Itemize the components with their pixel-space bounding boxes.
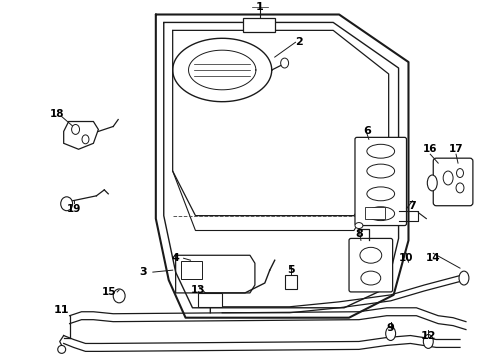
Text: 7: 7 xyxy=(409,201,416,211)
Text: 8: 8 xyxy=(355,229,363,239)
Ellipse shape xyxy=(457,168,464,177)
Text: 1: 1 xyxy=(256,1,264,12)
Text: 2: 2 xyxy=(295,37,303,47)
Text: 18: 18 xyxy=(49,109,64,118)
Ellipse shape xyxy=(459,271,469,285)
Text: 19: 19 xyxy=(67,204,81,214)
Ellipse shape xyxy=(58,346,66,354)
Text: 3: 3 xyxy=(139,267,147,277)
Ellipse shape xyxy=(367,207,394,221)
FancyBboxPatch shape xyxy=(433,158,473,206)
Ellipse shape xyxy=(443,171,453,185)
Text: 15: 15 xyxy=(102,287,117,297)
FancyBboxPatch shape xyxy=(243,18,275,32)
FancyBboxPatch shape xyxy=(285,275,296,289)
Text: 16: 16 xyxy=(423,144,438,154)
Text: 4: 4 xyxy=(172,253,179,263)
Text: 6: 6 xyxy=(363,126,371,136)
Ellipse shape xyxy=(281,58,289,68)
Ellipse shape xyxy=(386,327,395,341)
Text: 11: 11 xyxy=(54,305,70,315)
FancyBboxPatch shape xyxy=(355,138,407,226)
Text: 9: 9 xyxy=(387,323,394,333)
Ellipse shape xyxy=(423,334,433,348)
Ellipse shape xyxy=(367,187,394,201)
FancyBboxPatch shape xyxy=(181,261,202,279)
Ellipse shape xyxy=(72,125,79,134)
Ellipse shape xyxy=(355,222,363,229)
FancyBboxPatch shape xyxy=(349,238,392,292)
Text: 12: 12 xyxy=(420,330,436,341)
Text: 17: 17 xyxy=(449,144,464,154)
Ellipse shape xyxy=(360,247,382,263)
Ellipse shape xyxy=(113,289,125,303)
Text: 14: 14 xyxy=(426,253,441,263)
Ellipse shape xyxy=(367,144,394,158)
Ellipse shape xyxy=(456,183,464,193)
Ellipse shape xyxy=(427,175,437,191)
FancyBboxPatch shape xyxy=(365,207,385,219)
Ellipse shape xyxy=(61,197,73,211)
Ellipse shape xyxy=(82,135,89,144)
Ellipse shape xyxy=(361,271,381,285)
Ellipse shape xyxy=(367,164,394,178)
Text: 13: 13 xyxy=(191,285,206,295)
FancyBboxPatch shape xyxy=(198,293,222,307)
Text: 5: 5 xyxy=(287,265,294,275)
Text: 10: 10 xyxy=(399,253,414,263)
